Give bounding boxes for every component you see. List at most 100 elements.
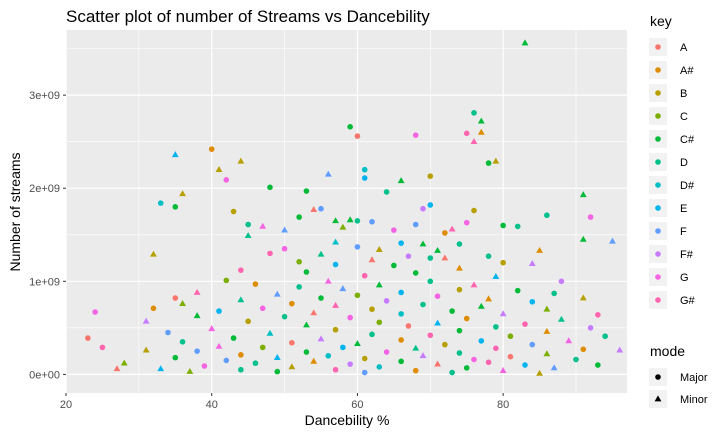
data-point-minor xyxy=(492,273,500,279)
data-point-major xyxy=(172,204,179,210)
legend-key-swatch xyxy=(655,251,661,257)
legend-key-label: F xyxy=(680,226,687,238)
plot-panel xyxy=(66,30,627,393)
data-point-major xyxy=(194,348,200,354)
data-point-major xyxy=(347,361,353,367)
chart-title: Scatter plot of number of Streams vs Dan… xyxy=(66,7,430,26)
legend-key-swatch xyxy=(655,67,661,73)
y-tick-label: 1e+09 xyxy=(29,276,60,288)
y-tick-label: 3e+09 xyxy=(29,90,60,102)
legend-key-label: C# xyxy=(680,134,695,146)
data-point-major xyxy=(449,369,455,376)
data-point-major xyxy=(354,133,361,139)
data-point-minor xyxy=(558,315,565,322)
legend-key-swatch xyxy=(655,182,661,188)
x-tick-label: 20 xyxy=(60,399,72,411)
data-point-major xyxy=(463,219,470,226)
data-point-major xyxy=(354,292,361,299)
data-point-major xyxy=(383,298,390,304)
data-point-major xyxy=(522,362,528,368)
data-point-major xyxy=(485,253,492,259)
data-point-major xyxy=(238,267,244,273)
data-point-major xyxy=(573,356,579,363)
data-point-major xyxy=(347,124,353,130)
data-point-minor xyxy=(543,305,551,312)
data-point-minor xyxy=(193,288,201,295)
data-point-major xyxy=(361,175,368,181)
data-point-minor xyxy=(273,290,281,297)
legend-key-label: B xyxy=(680,88,687,100)
data-point-major xyxy=(412,270,419,276)
data-point-minor xyxy=(543,350,551,357)
legend-key-label: A# xyxy=(680,65,694,77)
data-point-minor xyxy=(477,128,485,135)
data-point-minor xyxy=(419,240,427,247)
data-point-major xyxy=(456,241,463,247)
data-point-minor xyxy=(528,260,536,266)
data-point-major xyxy=(471,110,477,116)
data-point-major xyxy=(500,259,506,266)
legend-key-swatch xyxy=(655,297,661,303)
data-point-major xyxy=(281,313,288,320)
data-point-major xyxy=(580,346,587,353)
data-point-minor xyxy=(310,206,318,212)
data-point-major xyxy=(507,333,514,340)
data-point-major xyxy=(223,177,230,183)
data-point-major xyxy=(587,325,594,331)
key-legend-title: key xyxy=(650,13,672,29)
data-point-major xyxy=(172,295,179,301)
data-point-minor xyxy=(150,250,157,257)
data-point-major xyxy=(99,344,106,351)
data-point-minor xyxy=(485,295,492,302)
data-point-major xyxy=(245,318,251,325)
data-point-minor xyxy=(332,301,339,308)
data-point-major xyxy=(223,277,230,284)
legend-key-swatch xyxy=(655,274,661,280)
y-axis-title: Number of streams xyxy=(7,152,23,271)
data-point-major xyxy=(427,202,434,208)
data-point-minor xyxy=(536,369,543,376)
data-point-major xyxy=(238,352,244,358)
x-tick-label: 40 xyxy=(206,399,218,411)
data-point-minor xyxy=(434,246,441,253)
data-point-minor xyxy=(477,117,485,124)
data-point-major xyxy=(485,359,492,366)
x-tick-label: 80 xyxy=(497,399,509,411)
data-point-major xyxy=(493,324,499,330)
data-point-minor xyxy=(609,237,616,244)
data-point-major xyxy=(514,223,521,230)
data-point-major xyxy=(347,314,353,321)
data-point-major xyxy=(92,309,98,315)
data-point-minor xyxy=(186,367,194,374)
data-point-major xyxy=(165,329,171,336)
data-point-major xyxy=(296,214,302,220)
data-point-minor xyxy=(317,335,325,342)
data-point-minor xyxy=(579,235,587,242)
legend-key-swatch xyxy=(655,228,661,234)
data-point-minor xyxy=(499,367,507,374)
data-point-major xyxy=(398,289,404,296)
x-axis-title: Dancebility % xyxy=(305,412,390,428)
data-point-major xyxy=(369,218,375,225)
legend-key-swatch xyxy=(655,90,661,96)
data-point-minor xyxy=(113,365,121,372)
data-point-major xyxy=(303,349,310,355)
data-point-major xyxy=(478,338,485,344)
data-point-minor xyxy=(477,302,485,309)
data-point-minor xyxy=(419,352,427,359)
data-point-minor xyxy=(339,285,347,292)
data-point-major xyxy=(398,358,404,365)
data-point-major xyxy=(456,350,463,356)
data-point-major xyxy=(267,250,273,257)
data-point-minor xyxy=(317,250,325,257)
data-point-major xyxy=(427,278,434,285)
legend-key-label: A xyxy=(680,42,688,54)
data-point-major xyxy=(485,160,492,166)
data-point-major xyxy=(340,344,346,351)
data-point-major xyxy=(427,173,434,179)
data-point-major xyxy=(442,230,448,236)
data-point-major xyxy=(361,166,368,173)
y-axis: 0e+00 1e+09 2e+09 3e+09 xyxy=(29,90,66,381)
data-point-major xyxy=(303,188,310,194)
